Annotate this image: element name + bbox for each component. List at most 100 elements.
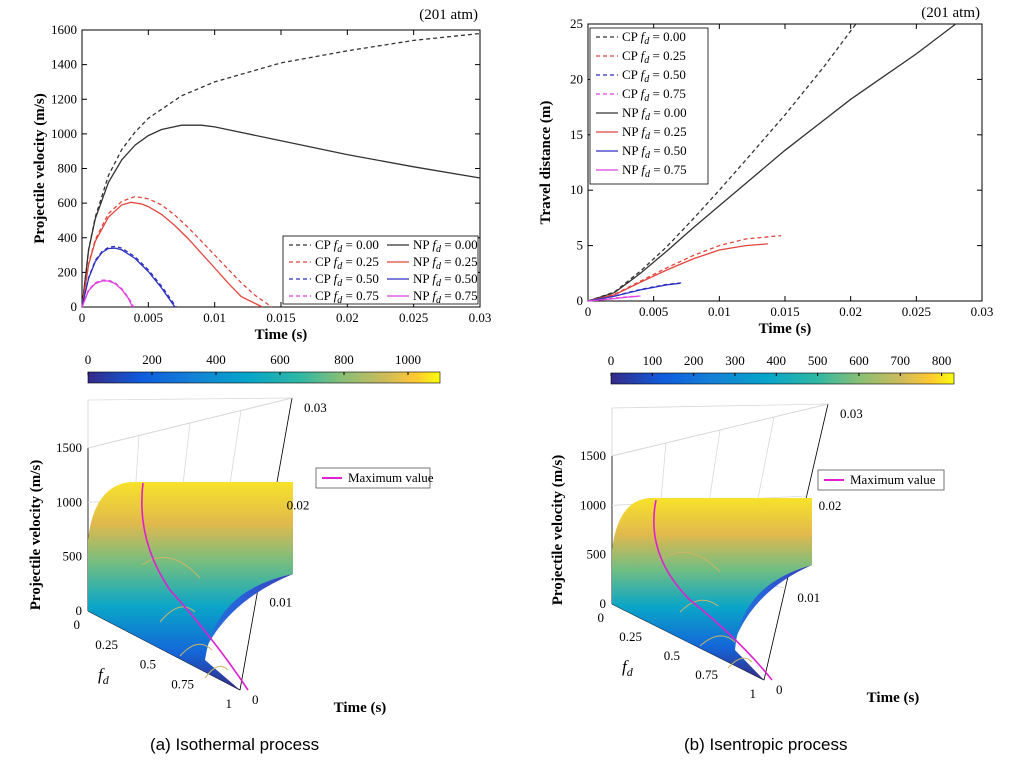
time-tick-label: 0.02 — [287, 497, 310, 512]
fd-tick-label: 0.25 — [95, 637, 118, 652]
colorbar-tick-label: 200 — [684, 353, 704, 368]
legend-label: NP fd = 0.00 — [413, 237, 478, 255]
legend-label: NP fd = 0.25 — [622, 124, 687, 142]
time-tick-label: 0.01 — [269, 595, 292, 610]
legend-label: NP fd = 0.25 — [413, 254, 478, 272]
legend-label: CP fd = 0.00 — [315, 237, 379, 255]
surface — [88, 482, 293, 690]
series-line — [81, 195, 273, 308]
colorbar-a_bottom: 0 200 400 600 800 1000 — [85, 352, 441, 384]
surface-contour — [179, 643, 213, 657]
time-tick-label: 0.01 — [797, 590, 820, 605]
legend-label: NP fd = 0.00 — [622, 105, 687, 123]
time-tick-label: 0 — [252, 692, 259, 707]
z-axis-label: Projectile velocity (m/s) — [550, 455, 566, 605]
series-line — [587, 243, 768, 302]
colorbar-tick-label: 800 — [334, 352, 354, 367]
y-tick-label: 0 — [71, 299, 78, 314]
fd-tick-label: 0.25 — [619, 629, 642, 644]
colorbar-tick-label: 500 — [808, 353, 828, 368]
y-tick-label: 15 — [570, 127, 583, 142]
x-tick-label: 0.03 — [971, 304, 994, 319]
z-tick-label: 1500 — [580, 448, 606, 463]
x-axis-label: Time (s) — [759, 321, 812, 337]
legend-label: CP fd = 0.75 — [622, 86, 686, 104]
y-axis-label: Projectile velocity (m/s) — [32, 93, 48, 243]
x-tick-label: 0 — [79, 310, 86, 325]
legend-box — [315, 467, 431, 489]
legend-label: CP fd = 0.25 — [315, 254, 379, 272]
legend-label: CP fd = 0.25 — [622, 48, 686, 66]
chart-a_bottom: 0 500 1000 1500 0 0.25 0.5 0.75 1 0 0.01 0.02 0.03 Pr… — [28, 397, 434, 716]
legend-label: NP fd = 0.50 — [413, 271, 478, 289]
series-line — [587, 23, 957, 302]
legend-box — [282, 235, 479, 305]
legend-label: CP fd = 0.75 — [315, 288, 379, 306]
legend-label: CP fd = 0.00 — [622, 29, 686, 47]
time-axis-label: Time (s) — [867, 690, 920, 706]
fd-tick-label: 1 — [226, 696, 233, 711]
series-line — [81, 245, 177, 308]
x-tick-label: 0.015 — [266, 310, 295, 325]
colorbar-b_bottom: 0 100 200 300 400 500 600 700 800 — [608, 353, 955, 385]
surface — [612, 498, 812, 680]
series-line — [587, 23, 857, 302]
colorbar-tick-label: 600 — [849, 353, 869, 368]
colorbar — [610, 372, 955, 385]
series-line — [587, 282, 680, 302]
fd-tick-label: 0.75 — [171, 676, 194, 691]
pressure-annotation: (201 atm) — [921, 5, 980, 21]
x-tick-label: 0 — [585, 304, 592, 319]
colorbar-tick-label: 800 — [932, 353, 952, 368]
z-axis-label: Projectile velocity (m/s) — [28, 460, 44, 610]
colorbar-tick-label: 700 — [891, 353, 911, 368]
z-tick-label: 0 — [600, 596, 607, 611]
z-tick-label: 1000 — [56, 494, 82, 509]
series-line — [81, 124, 481, 308]
x-tick-label: 0.02 — [839, 304, 862, 319]
x-tick-label: 0.005 — [134, 310, 163, 325]
fd-tick-label: 0.75 — [695, 667, 718, 682]
colorbar-tick-label: 0 — [608, 353, 615, 368]
z-tick-label: 1500 — [56, 440, 82, 455]
pressure-annotation: (201 atm) — [419, 7, 478, 23]
colorbar-tick-label: 0 — [85, 352, 92, 367]
x-tick-label: 0.03 — [469, 310, 492, 325]
legend-box — [589, 27, 709, 185]
fd-tick-label: 0.5 — [664, 648, 680, 663]
legend-box — [817, 469, 945, 491]
x-tick-label: 0.005 — [639, 304, 668, 319]
time-tick-label: 0.02 — [819, 498, 842, 513]
time-tick-label: 0 — [776, 682, 783, 697]
fd-tick-label: 0 — [598, 610, 605, 625]
legend-label: NP fd = 0.50 — [622, 143, 687, 161]
surface-contour — [204, 665, 229, 679]
z-tick-label: 1000 — [580, 497, 606, 512]
series-line — [81, 247, 176, 308]
y-tick-label: 0 — [577, 293, 584, 308]
colorbar-tick-label: 300 — [725, 353, 745, 368]
fd-tick-label: 0.5 — [140, 657, 156, 672]
colorbar-tick-label: 1000 — [395, 352, 421, 367]
y-tick-label: 1400 — [51, 57, 77, 72]
chart-a_top: 0 0.005 0.01 0.015 0.02 0.025 0.03 0 200 400 600 80… — [32, 7, 491, 343]
caption-b: (b) Isentropic process — [684, 735, 848, 754]
fd-axis-label: fd — [622, 657, 634, 679]
chart-b_top: 0 0.005 0.01 0.015 0.02 0.025 0.03 0 5 10 15 20 25 Ti… — [538, 5, 993, 337]
legend-label: Maximum value — [850, 472, 936, 487]
y-tick-label: 1200 — [51, 91, 77, 106]
chart-b_bottom: 0 500 1000 1500 0 0.25 0.5 0.75 1 0 0.01 0.02 0.03 Pr… — [550, 403, 945, 706]
colorbar-tick-label: 400 — [206, 352, 226, 367]
fd-axis-label: fd — [98, 665, 110, 687]
x-tick-label: 0.015 — [770, 304, 799, 319]
fd-tick-label: 0 — [74, 617, 81, 632]
series-line — [81, 280, 133, 308]
y-tick-label: 25 — [570, 16, 583, 31]
y-tick-label: 20 — [570, 71, 583, 86]
colorbar — [87, 371, 441, 384]
y-tick-label: 400 — [58, 230, 78, 245]
z-tick-label: 500 — [587, 547, 607, 562]
legend-label: NP fd = 0.75 — [413, 288, 478, 306]
